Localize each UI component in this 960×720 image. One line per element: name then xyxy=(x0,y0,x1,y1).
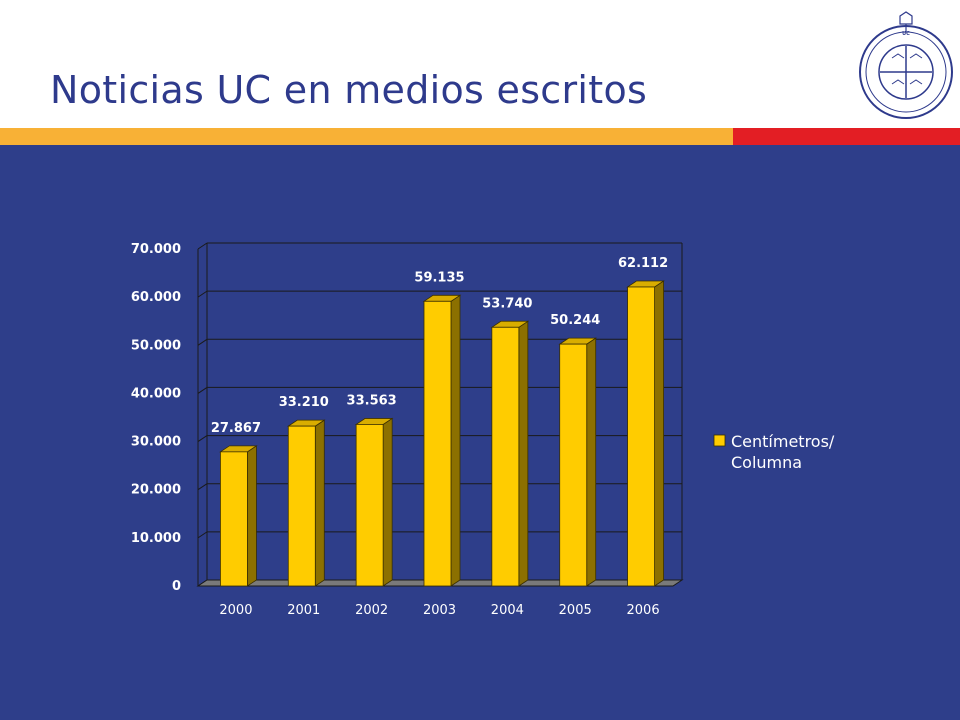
x-tick-label: 2001 xyxy=(287,603,320,618)
data-label: 50.244 xyxy=(550,313,600,328)
bar-chart: 0 10.000 20.000 30.000 40.000 50.000 60.000 70.… xyxy=(131,242,835,618)
bar-side xyxy=(518,320,529,587)
bar-side xyxy=(654,280,664,587)
data-label: 33.210 xyxy=(279,395,329,410)
gridline-diagonal xyxy=(197,387,208,394)
svg-text:UC: UC xyxy=(902,31,910,37)
data-label: 53.740 xyxy=(482,296,532,311)
slide-body: 0 10.000 20.000 30.000 40.000 50.000 60.000 70.… xyxy=(0,145,960,720)
x-tick-label: 2006 xyxy=(627,603,660,618)
bar xyxy=(355,424,384,587)
gridline-diagonal xyxy=(197,338,208,346)
x-tick-label: 2004 xyxy=(491,603,524,618)
gridline-diagonal xyxy=(197,290,208,298)
data-label: 27.867 xyxy=(211,421,261,436)
y-tick-label: 70.000 xyxy=(131,242,181,257)
bar-side xyxy=(450,294,461,587)
x-tick-label: 2002 xyxy=(355,603,388,618)
bar xyxy=(287,425,316,587)
bar-side xyxy=(247,445,257,587)
x-tick-label: 2003 xyxy=(423,603,456,618)
bar xyxy=(220,451,248,587)
slide-header xyxy=(0,0,960,128)
orange-divider-stripe xyxy=(0,128,733,145)
y-tick-label: 10.000 xyxy=(131,531,181,546)
slide-title: Noticias UC en medios escritos xyxy=(50,68,648,112)
y-tick-label: 50.000 xyxy=(131,338,181,353)
x-tick-label: 2000 xyxy=(219,603,252,618)
y-tick-label: 40.000 xyxy=(131,386,181,401)
y-tick-label: 60.000 xyxy=(131,290,181,305)
bar xyxy=(627,286,655,587)
data-label: 59.135 xyxy=(414,270,464,285)
data-label: 33.563 xyxy=(347,393,397,408)
bar-side xyxy=(314,419,325,587)
legend-label: Centímetros/ xyxy=(731,432,835,451)
gridline-diagonal xyxy=(197,242,208,250)
bar xyxy=(491,326,520,587)
bar xyxy=(559,343,588,587)
gridline-diagonal xyxy=(197,483,208,491)
university-seal-logo: UC xyxy=(859,11,953,119)
gridline-diagonal xyxy=(197,435,208,442)
data-label: 62.112 xyxy=(618,256,668,271)
legend-label: Columna xyxy=(731,453,802,472)
gridline-diagonal xyxy=(197,531,208,539)
red-divider-stripe xyxy=(733,128,960,145)
legend-swatch xyxy=(713,434,726,447)
bar-side xyxy=(382,417,393,587)
y-tick-label: 30.000 xyxy=(131,435,181,450)
y-tick-label: 0 xyxy=(172,579,181,594)
bar-side xyxy=(586,337,597,587)
y-tick-label: 20.000 xyxy=(131,483,181,498)
x-tick-label: 2005 xyxy=(559,603,592,618)
bar xyxy=(423,300,452,587)
